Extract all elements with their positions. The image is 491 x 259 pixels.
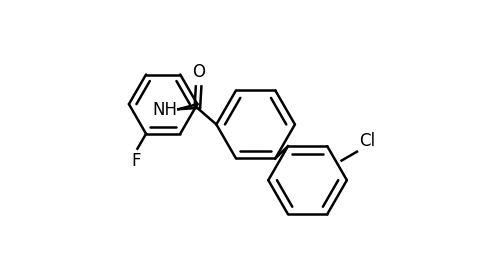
Text: Cl: Cl xyxy=(359,132,375,150)
Text: NH: NH xyxy=(152,102,177,119)
Text: F: F xyxy=(132,152,141,170)
Text: O: O xyxy=(192,63,205,81)
